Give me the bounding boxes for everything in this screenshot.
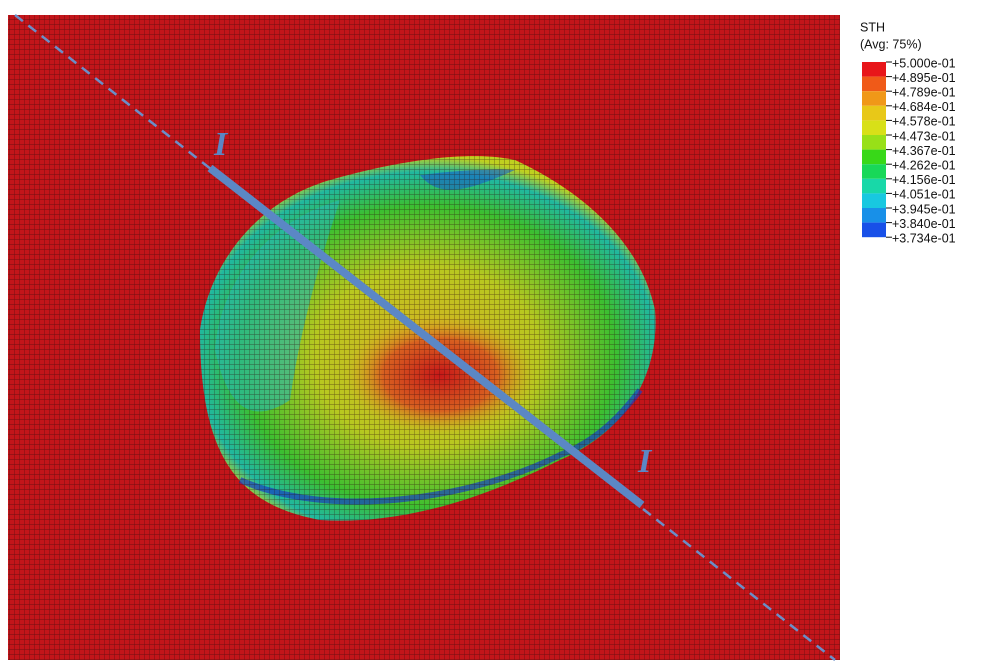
legend-label: +4.578e-01 <box>892 115 956 129</box>
legend-swatch <box>862 120 886 135</box>
legend-swatch <box>862 208 886 223</box>
legend-subtitle: (Avg: 75%) <box>860 37 922 51</box>
legend-swatch <box>862 193 886 208</box>
legend-label: +3.945e-01 <box>892 202 956 216</box>
legend: +5.000e-01+4.895e-01+4.789e-01+4.684e-01… <box>862 56 956 245</box>
legend-swatch <box>862 76 886 92</box>
legend-swatch <box>862 135 886 150</box>
legend-label: +4.895e-01 <box>892 71 956 85</box>
section-line <box>207 164 645 509</box>
legend-swatch <box>862 178 886 194</box>
legend-label: +4.684e-01 <box>892 100 956 114</box>
legend-label: +4.789e-01 <box>892 85 956 99</box>
legend-label: +4.473e-01 <box>892 129 956 143</box>
section-dashed-line <box>14 14 836 661</box>
legend-swatch <box>862 149 886 165</box>
legend-label: +4.262e-01 <box>892 158 956 172</box>
legend-swatch <box>862 91 886 106</box>
legend-title: STH <box>860 20 885 34</box>
legend-label: +4.156e-01 <box>892 173 956 187</box>
legend-label: +4.051e-01 <box>892 188 956 202</box>
section-label: I <box>213 126 229 163</box>
section-label: I <box>637 443 653 480</box>
legend-swatch <box>862 62 886 77</box>
legend-label: +3.840e-01 <box>892 217 956 231</box>
legend-label: +3.734e-01 <box>892 231 956 245</box>
legend-label: +4.367e-01 <box>892 144 956 158</box>
legend-swatch <box>862 105 886 121</box>
legend-swatch <box>862 164 886 179</box>
legend-swatch <box>862 222 886 238</box>
legend-label: +5.000e-01 <box>892 56 956 70</box>
